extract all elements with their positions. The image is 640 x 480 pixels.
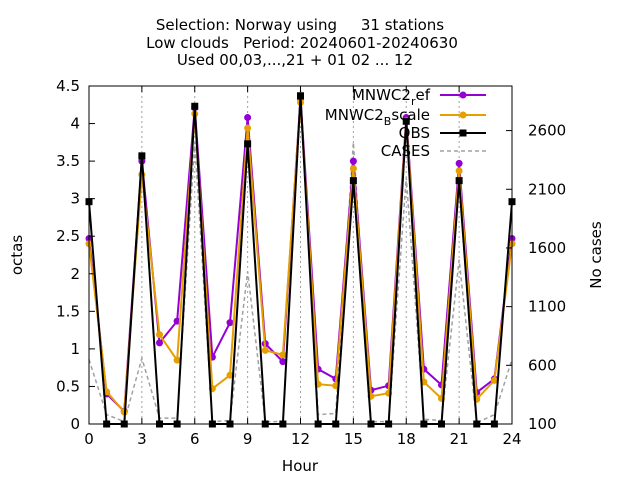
y-tick-label: 1 [70, 340, 80, 358]
y-tick-label: 2.5 [56, 227, 80, 245]
data-point [244, 114, 252, 122]
data-point [279, 358, 287, 366]
legend-label: MNWC2Bscale [325, 106, 430, 128]
x-tick-label: 0 [84, 430, 94, 448]
legend-swatch-marker [459, 129, 467, 137]
data-point [244, 140, 252, 148]
legend-label-tail: scale [391, 106, 430, 124]
data-point [490, 376, 498, 384]
x-tick-label: 15 [344, 430, 363, 448]
data-point [261, 346, 269, 354]
y-tick-label: 0.5 [56, 377, 80, 395]
y2-axis-label: No cases [587, 221, 605, 289]
data-point [173, 356, 181, 364]
data-point [402, 117, 410, 125]
x-tick-label: 21 [450, 430, 469, 448]
legend-label: MNWC2ref [352, 86, 431, 108]
data-point [138, 171, 146, 179]
x-tick-label: 12 [291, 430, 310, 448]
y2-tick-label: 1600 [528, 239, 566, 257]
x-tick-label: 9 [243, 430, 253, 448]
legend-swatch-marker [459, 111, 467, 119]
data-point [156, 331, 163, 339]
data-point [349, 165, 357, 173]
data-point [349, 177, 357, 185]
data-point [138, 152, 146, 160]
axis-ticks: 0 3 6 9 12 15 18 21 24 0 0.5 1 1.5 2 2.5 3 3.5 4 4.5 100 600… [56, 77, 566, 448]
legend-label-main: OBS [399, 124, 430, 142]
data-point [297, 92, 304, 100]
legend-label-main: MNWC2 [325, 106, 384, 124]
y2-tick-label: 600 [528, 356, 557, 374]
y-axis-label: octas [8, 235, 26, 275]
data-point [349, 157, 357, 165]
legend-label-main: MNWC2 [352, 86, 411, 104]
y-tick-label: 0 [70, 415, 80, 433]
data-point [455, 159, 463, 167]
data-point [455, 177, 463, 185]
legend-label: CASES [381, 142, 430, 160]
data-point [156, 339, 163, 347]
y-tick-label: 3.5 [56, 152, 80, 170]
x-tick-label: 18 [397, 430, 416, 448]
legend-label-subscript: B [384, 115, 392, 128]
title-line-1: Selection: Norway using 31 stations [156, 16, 444, 34]
y-tick-label: 3 [70, 190, 80, 208]
data-point [455, 167, 463, 175]
legend-label-tail: ef [415, 86, 430, 104]
legend-swatch-marker [459, 91, 467, 99]
x-tick-label: 3 [137, 430, 147, 448]
x-tick-label: 24 [502, 430, 521, 448]
y-tick-label: 4.5 [56, 77, 80, 95]
data-point [244, 124, 252, 132]
x-tick-label: 6 [190, 430, 200, 448]
y-tick-label: 1.5 [56, 302, 80, 320]
y2-tick-label: 100 [528, 415, 557, 433]
y2-tick-label: 2600 [528, 122, 566, 140]
x-axis-label: Hour [282, 457, 319, 475]
y-tick-label: 2 [70, 265, 80, 283]
data-point [226, 371, 234, 379]
data-point [191, 102, 199, 110]
title-line-3: Used 00,03,...,21 + 01 02 ... 12 [177, 51, 413, 69]
legend-label-subscript: r [411, 95, 416, 108]
series-line [88, 98, 513, 414]
y-tick-label: 4 [70, 115, 80, 133]
legend-label-main: CASES [381, 142, 430, 160]
chart-title: Selection: Norway using 31 stations Low … [146, 16, 458, 69]
data-point [279, 351, 287, 359]
y2-tick-label: 1100 [528, 298, 566, 316]
data-point [226, 319, 234, 327]
y2-tick-label: 2100 [528, 180, 566, 198]
title-line-2: Low clouds Period: 20240601-20240630 [146, 34, 458, 52]
legend-label: OBS [399, 124, 430, 142]
